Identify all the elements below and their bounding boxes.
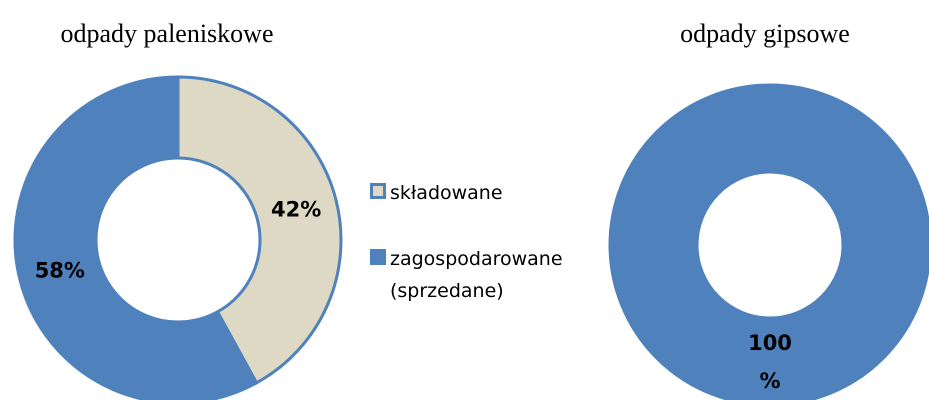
chart-title: odpady gipsowe: [680, 19, 850, 48]
chart-title: odpady paleniskowe: [60, 19, 273, 48]
legend-label: zagospodarowane (sprzedane): [390, 248, 563, 302]
data-label: 100%: [748, 331, 792, 393]
data-label: 58%: [35, 258, 85, 282]
donut-segment: [176, 75, 343, 385]
legend-swatch: [370, 183, 386, 199]
donut-segment: [13, 75, 259, 400]
data-label: 42%: [271, 198, 321, 222]
donut-segment: [608, 83, 929, 400]
legend-label: składowane: [390, 182, 503, 204]
legend-swatch: [370, 249, 386, 265]
